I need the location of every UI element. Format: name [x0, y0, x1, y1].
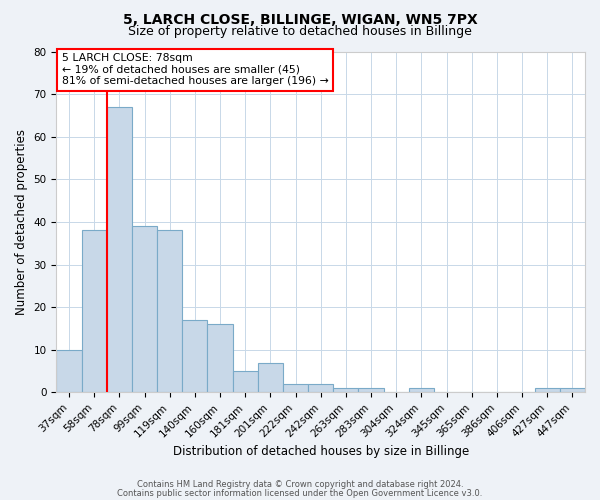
Text: Contains public sector information licensed under the Open Government Licence v3: Contains public sector information licen… [118, 489, 482, 498]
Text: 5 LARCH CLOSE: 78sqm
← 19% of detached houses are smaller (45)
81% of semi-detac: 5 LARCH CLOSE: 78sqm ← 19% of detached h… [62, 53, 328, 86]
Bar [107, 107, 132, 393]
Bar [82, 230, 107, 392]
Bar [182, 320, 208, 392]
Bar [208, 324, 233, 392]
Bar [56, 350, 82, 393]
Bar [358, 388, 383, 392]
Bar [258, 362, 283, 392]
Bar [308, 384, 333, 392]
Bar [333, 388, 358, 392]
Bar [535, 388, 560, 392]
Bar [283, 384, 308, 392]
Bar [409, 388, 434, 392]
Bar [560, 388, 585, 392]
Y-axis label: Number of detached properties: Number of detached properties [15, 129, 28, 315]
Bar [157, 230, 182, 392]
Bar [233, 371, 258, 392]
Bar [132, 226, 157, 392]
Text: Size of property relative to detached houses in Billinge: Size of property relative to detached ho… [128, 25, 472, 38]
X-axis label: Distribution of detached houses by size in Billinge: Distribution of detached houses by size … [173, 444, 469, 458]
Text: Contains HM Land Registry data © Crown copyright and database right 2024.: Contains HM Land Registry data © Crown c… [137, 480, 463, 489]
Text: 5, LARCH CLOSE, BILLINGE, WIGAN, WN5 7PX: 5, LARCH CLOSE, BILLINGE, WIGAN, WN5 7PX [122, 12, 478, 26]
